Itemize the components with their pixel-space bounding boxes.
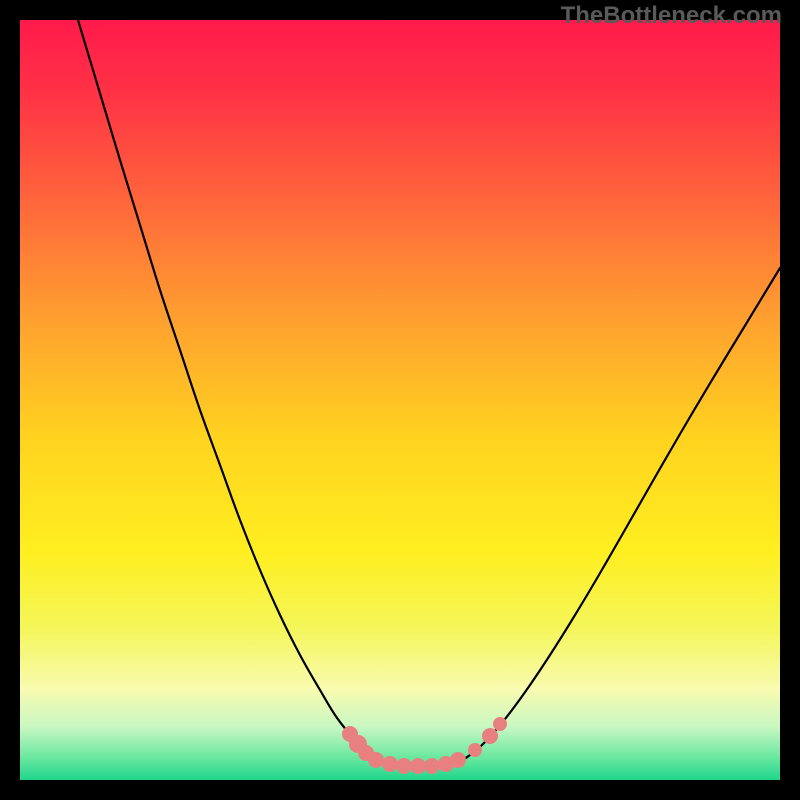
data-marker <box>368 752 384 768</box>
chart-root: TheBottleneck.com <box>0 0 800 800</box>
data-marker <box>382 756 398 772</box>
plot-area <box>20 20 780 780</box>
watermark-text: TheBottleneck.com <box>561 2 782 30</box>
data-marker <box>410 758 426 774</box>
bottleneck-curve <box>78 20 780 766</box>
data-marker <box>482 728 498 744</box>
data-marker <box>450 752 466 768</box>
data-marker <box>468 743 482 757</box>
data-marker <box>396 758 412 774</box>
data-marker <box>493 717 507 731</box>
data-marker <box>424 758 440 774</box>
curve-layer <box>20 20 780 780</box>
